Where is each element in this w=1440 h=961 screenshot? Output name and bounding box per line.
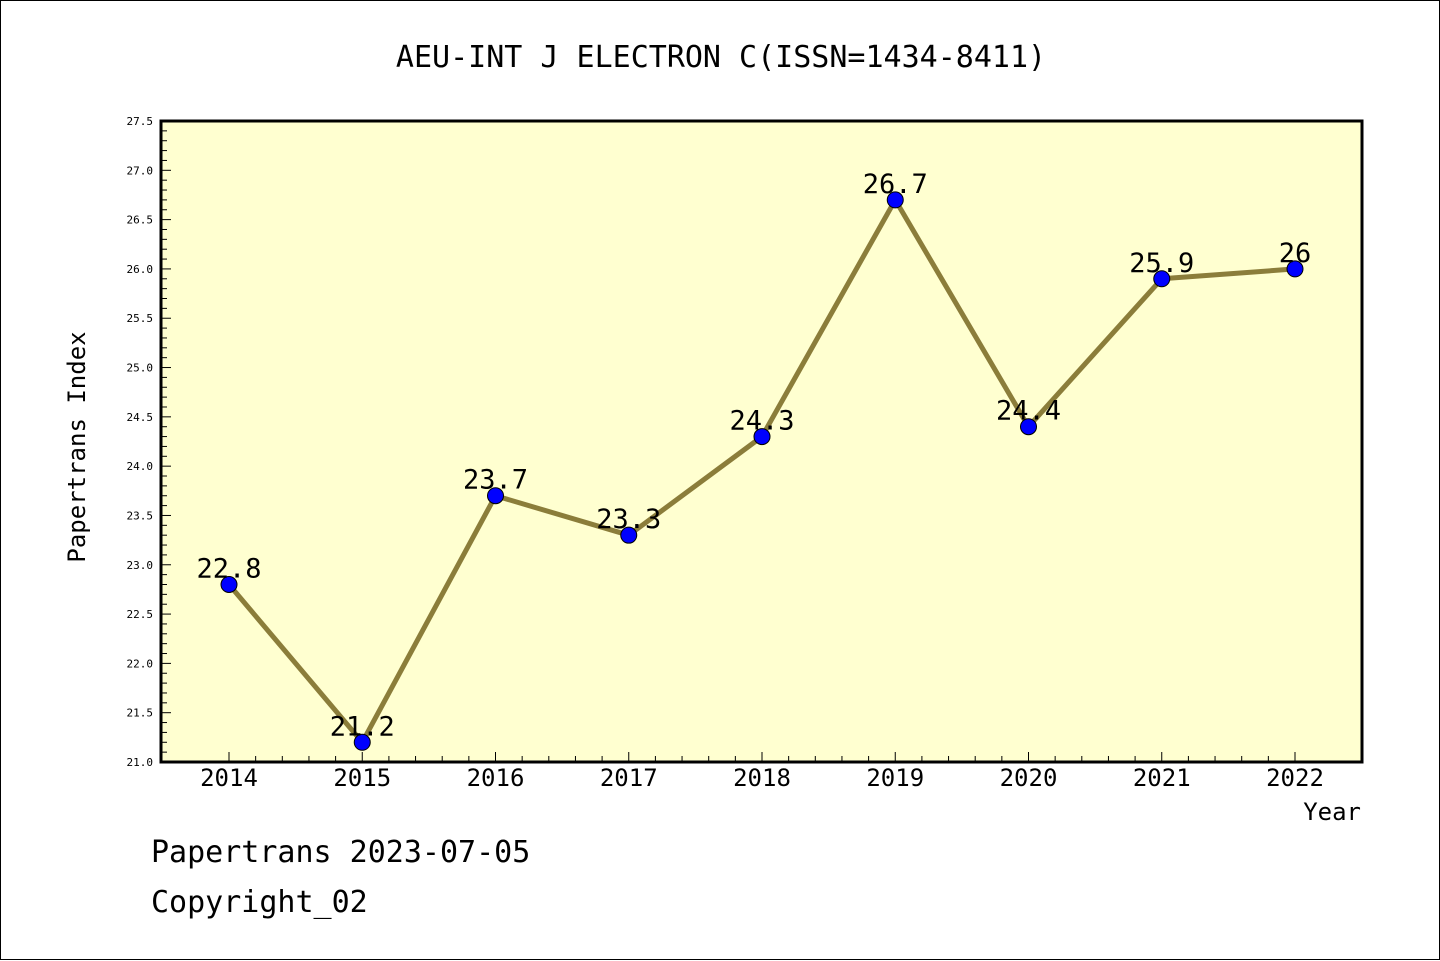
x-tick-label: 2017 (600, 764, 658, 792)
data-label: 23.3 (596, 504, 661, 535)
y-tick-label: 22.5 (127, 608, 154, 621)
data-point (753, 428, 771, 446)
x-tick-label: 2019 (866, 764, 924, 792)
data-point (1286, 260, 1304, 278)
x-tick-label: 2016 (467, 764, 525, 792)
y-tick-label: 27.0 (127, 164, 154, 177)
x-tick-label: 2021 (1133, 764, 1191, 792)
y-tick-label: 24.0 (127, 460, 154, 473)
footer-copyright: Copyright_02 (151, 885, 368, 920)
x-tick-label: 2020 (1000, 764, 1058, 792)
x-tick-label: 2018 (733, 764, 791, 792)
y-tick-label: 23.0 (127, 559, 154, 572)
data-label: 26 (1279, 238, 1312, 269)
y-tick-label: 22.0 (127, 657, 154, 670)
y-axis: 21.0 21.5 22.0 22.5 23.0 23.5 24.0 24.5 25.0 25.5… (127, 115, 171, 769)
data-point (353, 733, 371, 751)
data-label: 22.8 (196, 553, 261, 584)
data-label: 26.7 (863, 169, 928, 200)
data-label: 24.3 (729, 406, 794, 437)
y-tick-label: 25.5 (127, 312, 154, 325)
y-tick-label: 25.0 (127, 362, 154, 375)
y-tick-label: 24.5 (127, 411, 154, 424)
y-tick-label: 27.5 (127, 115, 154, 128)
data-point (220, 575, 238, 593)
data-point (1020, 418, 1037, 436)
data-label: 25.9 (1129, 248, 1194, 279)
plot-border (159, 119, 1364, 764)
series-layer: 22.8 21.2 23.7 23.3 24.3 26.7 24.4 25.9 26 (196, 169, 1312, 751)
y-tick-label: 26.0 (127, 263, 154, 276)
x-axis: 2014 2015 2016 2017 2018 2019 2020 2021 2022 (200, 752, 1324, 792)
y-tick-label: 21.0 (127, 756, 154, 769)
x-tick-label: 2022 (1266, 764, 1324, 792)
y-tick-label: 23.5 (127, 509, 154, 522)
y-tick-label: 26.5 (127, 214, 154, 227)
y-tick-label: 21.5 (127, 707, 154, 720)
x-tick-label: 2014 (200, 764, 258, 792)
x-axis-label: Year (1303, 798, 1361, 826)
footer-date-line: Papertrans 2023-07-05 (151, 835, 531, 870)
data-label: 24.4 (996, 396, 1061, 427)
data-label: 21.2 (330, 711, 395, 742)
data-point (886, 191, 904, 209)
chart-title: AEU-INT J ELECTRON C(ISSN=1434-8411) (396, 40, 1046, 75)
data-point (487, 487, 504, 505)
y-axis-label: Papertrans Index (63, 331, 91, 562)
data-point (1153, 270, 1171, 288)
data-label: 23.7 (463, 465, 528, 496)
data-point (620, 526, 638, 544)
x-tick-label: 2015 (333, 764, 391, 792)
